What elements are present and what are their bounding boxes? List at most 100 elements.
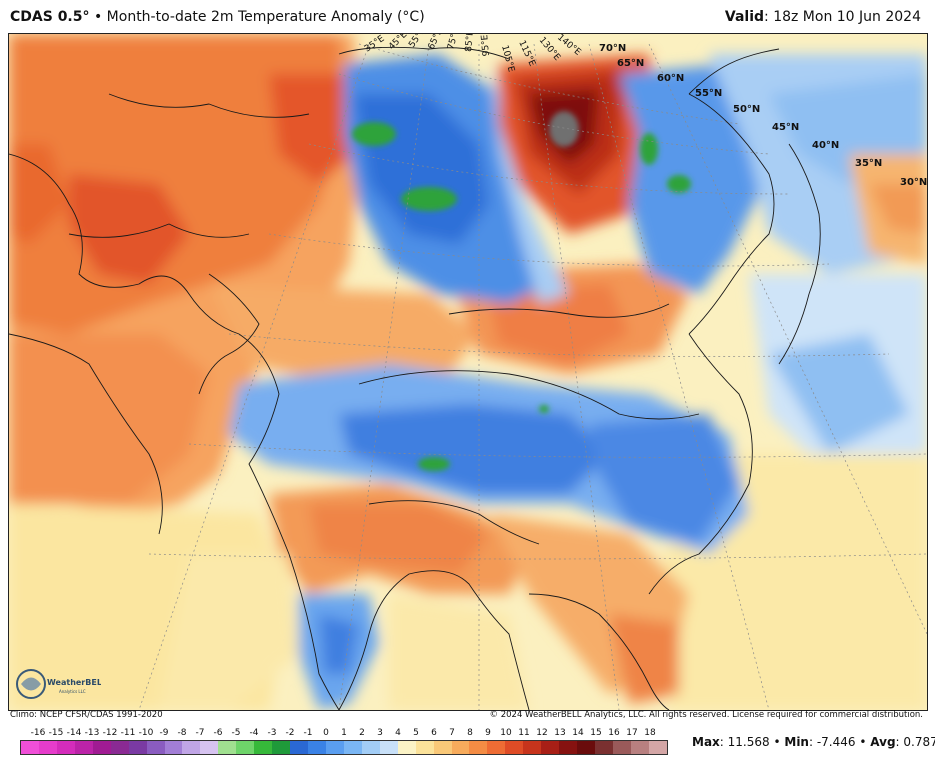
lat-label-50: 50°N <box>733 104 760 115</box>
weatherbell-logo: WeatherBELL Analytics LLC <box>16 669 101 699</box>
colorbar-swatch <box>128 741 147 754</box>
colorbar-swatch <box>379 741 398 754</box>
colorbar-swatch <box>200 741 219 754</box>
colorbar-tick-label: -7 <box>195 728 205 738</box>
lat-label-40: 40°N <box>812 140 839 151</box>
colorbar: -16 -15 -14 -13 -12 -11 -10 -9 -8 -7 -6 -5 -4 -3 -2 -1 0… <box>20 728 668 758</box>
valid-value: : 18z Mon 10 Jun 2024 <box>764 9 921 25</box>
colorbar-tick-label: -4 <box>249 728 259 738</box>
colorbar-tick-label: 3 <box>377 728 383 738</box>
colorbar-swatch <box>308 741 326 754</box>
colorbar-tick-label: -11 <box>120 728 136 738</box>
colorbar-tick-label: 12 <box>536 728 548 738</box>
colorbar-swatch <box>38 741 57 754</box>
colorbar-swatch <box>164 741 183 754</box>
colorbar-swatch <box>361 741 380 754</box>
colorbar-tick-label: -2 <box>285 728 295 738</box>
colorbar-tick-label: -16 <box>30 728 46 738</box>
stats-sep-1: • <box>773 735 781 749</box>
colorbar-tick-label: 15 <box>590 728 602 738</box>
colorbar-tick-label: 13 <box>554 728 566 738</box>
colorbar-swatch <box>146 741 165 754</box>
colorbar-tick-label: 7 <box>449 728 455 738</box>
colorbar-tick-label: -6 <box>213 728 223 738</box>
colorbar-swatch <box>433 741 452 754</box>
lat-label-60: 60°N <box>657 73 684 84</box>
lat-label-35: 35°N <box>855 158 882 169</box>
stats-readout: Max: 11.568 • Min: -7.446 • Avg: 0.787 <box>692 735 935 749</box>
colorbar-swatch <box>648 741 667 754</box>
logo-subtext: Analytics LLC <box>59 689 86 694</box>
cold-spots <box>352 111 691 471</box>
colorbar-tick-label: -8 <box>177 728 187 738</box>
colorbar-tick-label: 5 <box>413 728 419 738</box>
colorbar-swatch <box>487 741 506 754</box>
lat-label-55: 55°N <box>695 88 722 99</box>
colorbar-swatch <box>523 741 542 754</box>
max-value: : 11.568 <box>719 735 770 749</box>
lat-label-45: 45°N <box>772 122 799 133</box>
colorbar-swatches <box>20 740 668 755</box>
avg-value: : 0.787 <box>895 735 935 749</box>
colorbar-swatch <box>254 741 273 754</box>
colorbar-swatch <box>56 741 75 754</box>
colorbar-swatch <box>612 741 631 754</box>
colorbar-swatch <box>325 741 344 754</box>
lon-label-85: 85°E <box>464 34 476 52</box>
colorbar-swatch <box>110 741 129 754</box>
colorbar-tick-label: 18 <box>644 728 656 738</box>
colorbar-swatch <box>541 741 560 754</box>
colorbar-tick-label: 6 <box>431 728 437 738</box>
colorbar-swatch <box>451 741 470 754</box>
header-bar: CDAS 0.5° • Month-to-date 2m Temperature… <box>0 0 935 32</box>
colorbar-tick-label: 11 <box>518 728 530 738</box>
colorbar-tick-label: -1 <box>303 728 313 738</box>
colorbar-tick-label: 14 <box>572 728 584 738</box>
copyright-note: © 2024 WeatherBELL Analytics, LLC. All r… <box>489 710 923 720</box>
min-label: Min <box>784 735 809 749</box>
colorbar-tick-label: 0 <box>323 728 329 738</box>
colorbar-tick-label: -5 <box>231 728 241 738</box>
anomaly-map: 70°N 65°N 60°N 55°N 50°N 45°N 40°N 35°N … <box>8 33 928 711</box>
colorbar-swatch <box>343 741 362 754</box>
valid-time: Valid: 18z Mon 10 Jun 2024 <box>725 9 921 25</box>
map-canvas: 70°N 65°N 60°N 55°N 50°N 45°N 40°N 35°N … <box>9 34 927 710</box>
colorbar-tick-label: 10 <box>500 728 512 738</box>
valid-label: Valid <box>724 9 765 25</box>
lat-label-30: 30°N <box>900 177 927 188</box>
colorbar-tick-label: 1 <box>341 728 347 738</box>
colorbar-tick-label: 4 <box>395 728 401 738</box>
model-name: CDAS 0.5° <box>10 9 90 25</box>
colorbar-tick-label: 17 <box>626 728 638 738</box>
colorbar-swatch <box>397 741 416 754</box>
colorbar-swatch <box>218 741 237 754</box>
colorbar-labels: -16 -15 -14 -13 -12 -11 -10 -9 -8 -7 -6 -5 -4 -3 -2 -1 0… <box>20 728 668 740</box>
colorbar-swatch <box>595 741 613 754</box>
lat-label-65: 65°N <box>617 58 644 69</box>
colorbar-swatch <box>272 741 291 754</box>
boundaries <box>9 46 821 710</box>
colorbar-swatch <box>74 741 93 754</box>
min-value: : -7.446 <box>808 735 856 749</box>
stats-sep-2: • <box>859 735 867 749</box>
colorbar-swatch <box>415 741 434 754</box>
title-bullet: • <box>93 9 103 25</box>
colorbar-swatch <box>182 741 201 754</box>
colorbar-swatch <box>21 741 39 754</box>
colorbar-tick-label: 16 <box>608 728 620 738</box>
colorbar-tick-label: -9 <box>159 728 169 738</box>
max-label: Max <box>692 735 720 749</box>
colorbar-swatch <box>236 741 255 754</box>
lat-label-70: 70°N <box>599 43 626 54</box>
colorbar-tick-label: 9 <box>485 728 491 738</box>
colorbar-swatch <box>505 741 524 754</box>
avg-label: Avg <box>870 735 896 749</box>
colorbar-swatch <box>577 741 595 754</box>
colorbar-swatch <box>92 741 111 754</box>
lon-label-95: 95°E <box>480 34 492 57</box>
colorbar-tick-label: -12 <box>102 728 118 738</box>
colorbar-swatch <box>469 741 488 754</box>
product-name: Month-to-date 2m Temperature Anomaly (°C… <box>106 9 425 25</box>
colorbar-tick-label: -15 <box>48 728 64 738</box>
colorbar-tick-label: -10 <box>138 728 154 738</box>
